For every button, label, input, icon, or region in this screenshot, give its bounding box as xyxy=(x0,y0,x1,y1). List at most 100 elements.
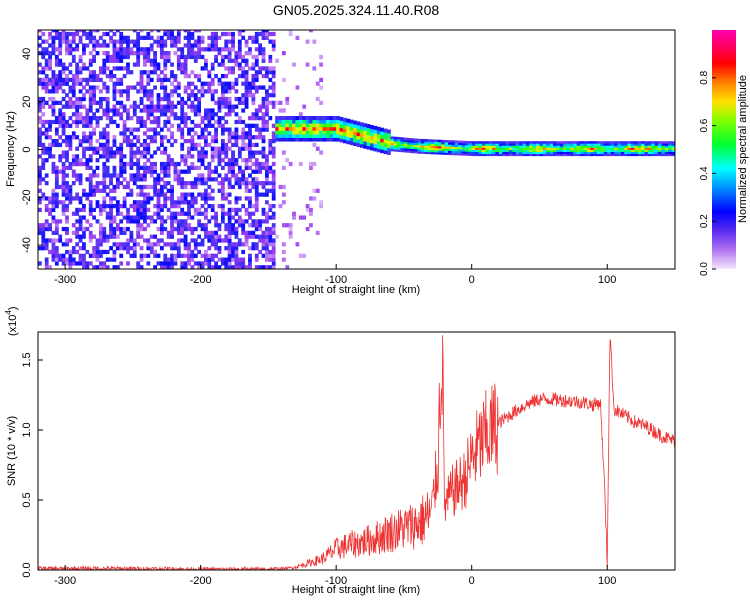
heatmap-cell xyxy=(136,89,141,94)
heatmap-cell xyxy=(41,177,46,182)
heatmap-cell xyxy=(654,153,659,157)
heatmap-cell xyxy=(187,39,191,44)
heatmap-cell xyxy=(176,35,181,40)
heatmap-cell xyxy=(658,147,662,150)
heatmap-cell xyxy=(251,100,256,105)
heatmap-cell xyxy=(271,177,276,182)
heatmap-cell xyxy=(536,141,540,144)
heatmap-cell xyxy=(105,85,110,90)
heatmap-cell xyxy=(214,169,218,174)
heatmap-cell xyxy=(98,96,103,102)
heatmap-cell xyxy=(492,153,496,157)
heatmap-cell xyxy=(88,89,93,94)
heatmap-cell xyxy=(153,242,157,247)
heatmap-cell xyxy=(187,192,191,197)
heatmap-cell xyxy=(146,223,151,228)
heatmap-cell xyxy=(475,151,479,155)
heatmap-cell xyxy=(265,230,269,235)
heatmap-cell xyxy=(78,77,83,83)
heatmap-cell xyxy=(214,234,218,239)
heatmap-cell xyxy=(146,142,151,148)
heatmap-cell xyxy=(254,70,259,75)
heatmap-cell xyxy=(78,112,83,117)
heatmap-cell xyxy=(149,100,154,105)
heatmap-cell xyxy=(159,203,164,209)
heatmap-cell xyxy=(620,143,625,146)
heatmap-cell xyxy=(617,153,622,157)
heatmap-cell xyxy=(95,253,100,258)
heatmap-cell xyxy=(217,188,222,193)
heatmap-cell xyxy=(180,70,185,75)
heatmap-cell xyxy=(573,147,578,150)
heatmap-cell xyxy=(61,35,66,40)
heatmap-cell xyxy=(102,173,107,178)
heatmap-cell xyxy=(78,58,83,63)
heatmap-cell xyxy=(217,246,222,251)
heatmap-cell xyxy=(346,136,351,141)
heatmap-cell xyxy=(214,58,218,63)
heatmap-cell xyxy=(481,147,486,150)
heatmap-cell xyxy=(217,234,222,239)
heatmap-cell xyxy=(305,130,310,135)
heatmap-cell xyxy=(315,126,320,131)
heatmap-cell xyxy=(82,230,86,235)
heatmap-cell xyxy=(105,169,110,174)
heatmap-cell xyxy=(525,143,530,146)
heatmap-cell xyxy=(132,253,137,258)
heatmap-cell xyxy=(661,151,666,155)
heatmap-cell xyxy=(109,30,113,33)
heatmap-cell xyxy=(248,158,252,163)
heatmap-cell xyxy=(105,123,110,128)
heatmap-cell xyxy=(65,142,69,148)
heatmap-cell xyxy=(71,39,76,44)
heatmap-cell xyxy=(65,100,69,105)
heatmap-cell xyxy=(241,96,246,102)
heatmap-cell xyxy=(98,253,103,258)
heatmap-cell xyxy=(44,181,49,186)
heatmap-cell xyxy=(149,249,154,255)
heatmap-cell xyxy=(200,131,205,136)
x-tick-label: 100 xyxy=(598,274,616,286)
heatmap-cell xyxy=(454,144,459,148)
heatmap-cell xyxy=(132,219,137,224)
heatmap-cell xyxy=(197,181,202,186)
heatmap-cell xyxy=(88,62,93,67)
heatmap-cell xyxy=(187,211,191,216)
heatmap-cell xyxy=(227,181,232,186)
heatmap-cell xyxy=(424,143,429,146)
heatmap-cell xyxy=(407,146,412,149)
heatmap-cell xyxy=(519,153,523,157)
heatmap-cell xyxy=(149,138,154,144)
heatmap-cell xyxy=(71,135,76,140)
heatmap-cell xyxy=(620,149,625,152)
heatmap-cell xyxy=(193,238,198,243)
heatmap-cell xyxy=(573,145,578,148)
heatmap-cell xyxy=(122,66,127,71)
heatmap-cell xyxy=(170,265,174,269)
heatmap-cell xyxy=(109,230,113,235)
heatmap-cell xyxy=(153,58,157,63)
heatmap-cell xyxy=(251,39,256,44)
heatmap-cell xyxy=(149,62,154,67)
heatmap-cell xyxy=(119,242,124,247)
heatmap-cell xyxy=(414,144,418,148)
heatmap-cell xyxy=(271,238,276,243)
heatmap-cell xyxy=(254,85,259,90)
heatmap-cell xyxy=(641,145,645,148)
heatmap-cell xyxy=(244,39,249,44)
heatmap-cell xyxy=(71,158,76,163)
heatmap-cell xyxy=(285,130,290,135)
heatmap-cell xyxy=(573,149,578,152)
heatmap-cell xyxy=(207,219,212,224)
heatmap-cell xyxy=(41,85,46,90)
heatmap-cell xyxy=(190,238,195,243)
heatmap-cell xyxy=(627,149,632,152)
heatmap-cell xyxy=(82,161,86,167)
heatmap-cell xyxy=(51,203,56,209)
heatmap-cell xyxy=(183,100,188,105)
heatmap-cell xyxy=(54,261,59,266)
heatmap-cell xyxy=(44,51,49,56)
heatmap-cell xyxy=(265,265,269,269)
heatmap-cell xyxy=(149,165,154,170)
heatmap-cell xyxy=(478,143,483,146)
